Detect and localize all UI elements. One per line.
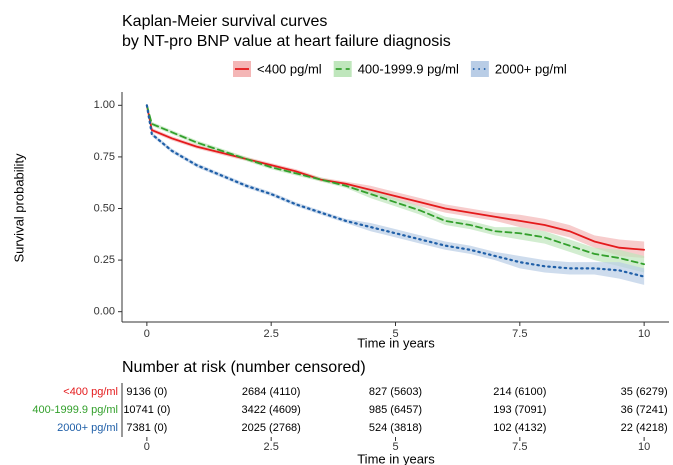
risk-x-tick-label: 10 <box>638 441 650 453</box>
risk-x-tick-label: 5 <box>392 441 398 453</box>
risk-cell: 2684 (4110) <box>242 386 301 398</box>
x-tick-label: 5 <box>392 328 398 340</box>
legend-swatch <box>333 61 352 77</box>
risk-cell: 193 (7091) <box>493 404 546 416</box>
risk-cell: 10741 (0) <box>123 404 170 416</box>
risk-x-tick-label: 2.5 <box>264 441 279 453</box>
x-tick-label: 0 <box>144 328 150 340</box>
confidence-band <box>146 105 645 259</box>
x-tick-label: 7.5 <box>512 328 527 340</box>
risk-x-tick-label: 7.5 <box>512 441 527 453</box>
survival-line <box>145 104 646 278</box>
risk-cell: 7381 (0) <box>126 422 167 434</box>
chart-subtitle: by NT-pro BNP value at heart failure dia… <box>122 33 451 50</box>
risk-x-axis-label: Time in years <box>357 451 435 465</box>
y-tick-label: 0.75 <box>94 151 115 163</box>
confidence-band <box>146 105 645 273</box>
survival-line <box>145 104 646 251</box>
risk-cell: 36 (7241) <box>621 404 668 416</box>
risk-table-title: Number at risk (number censored) <box>122 359 366 376</box>
survival-line <box>145 104 646 266</box>
y-tick-label: 1.00 <box>94 99 115 111</box>
x-tick-label: 2.5 <box>264 328 279 340</box>
risk-cell: 22 (4218) <box>621 422 668 434</box>
risk-row-label: 2000+ pg/ml <box>57 422 118 434</box>
risk-row-label: 400-1999.9 pg/ml <box>32 404 118 416</box>
risk-cell: 827 (5603) <box>369 386 422 398</box>
risk-cell: 3422 (4609) <box>242 404 301 416</box>
legend-label: 2000+ pg/ml <box>495 61 567 76</box>
risk-cell: 985 (6457) <box>369 404 422 416</box>
risk-cell: 9136 (0) <box>126 386 167 398</box>
risk-cell: 102 (4132) <box>493 422 546 434</box>
y-tick-label: 0.25 <box>94 254 115 266</box>
x-axis-label: Time in years <box>357 335 435 350</box>
x-tick-label: 10 <box>638 328 650 340</box>
risk-cell: 214 (6100) <box>493 386 546 398</box>
y-tick-label: 0.50 <box>94 202 115 214</box>
risk-cell: 524 (3818) <box>369 422 422 434</box>
y-axis-label: Survival probability <box>11 153 26 263</box>
legend-label: <400 pg/ml <box>257 61 322 76</box>
chart-title: Kaplan-Meier survival curves <box>122 13 327 30</box>
risk-cell: 2025 (2768) <box>242 422 301 434</box>
y-tick-label: 0.00 <box>94 306 115 318</box>
risk-cell: 35 (6279) <box>621 386 668 398</box>
confidence-band <box>146 105 645 285</box>
legend-label: 400-1999.9 pg/ml <box>358 61 459 76</box>
risk-row-label: <400 pg/ml <box>63 386 118 398</box>
risk-x-tick-label: 0 <box>144 441 150 453</box>
